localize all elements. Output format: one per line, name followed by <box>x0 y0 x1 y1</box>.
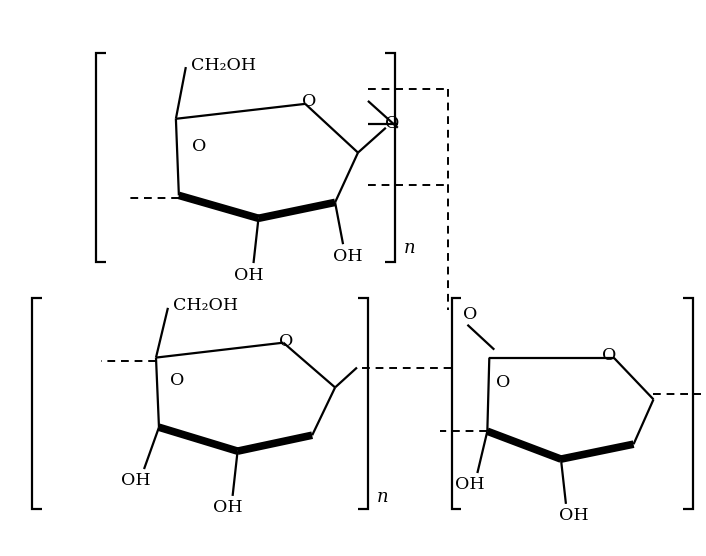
Text: O: O <box>602 347 616 364</box>
Text: OH: OH <box>213 499 242 517</box>
Text: n: n <box>377 488 389 506</box>
Text: OH: OH <box>234 266 263 284</box>
Text: O: O <box>463 306 477 324</box>
Text: CH₂OH: CH₂OH <box>191 57 256 73</box>
Text: OH: OH <box>333 247 363 265</box>
Text: O: O <box>302 93 316 111</box>
Text: O: O <box>385 115 399 132</box>
Text: O: O <box>169 372 184 389</box>
Text: O: O <box>279 333 294 350</box>
Text: n: n <box>404 239 416 257</box>
Text: OH: OH <box>559 507 589 524</box>
Text: O: O <box>191 138 206 155</box>
Text: OH: OH <box>121 473 151 489</box>
Text: O: O <box>496 374 510 391</box>
Text: CH₂OH: CH₂OH <box>173 297 239 314</box>
Text: OH: OH <box>455 476 484 494</box>
